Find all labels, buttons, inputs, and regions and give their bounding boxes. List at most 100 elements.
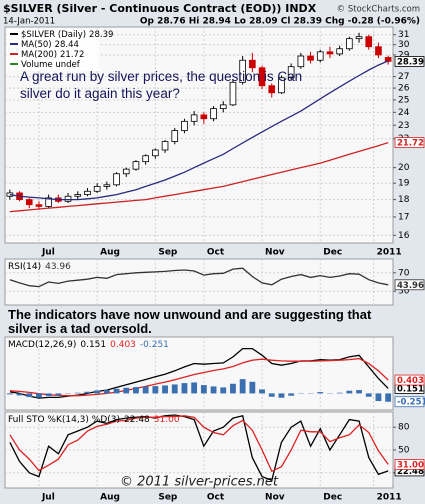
histogram-bar: [385, 393, 392, 402]
histogram-bar: [36, 393, 42, 398]
plot-area: [4, 258, 394, 306]
candle-body: [132, 161, 140, 170]
legend-entry: Volume undef: [21, 60, 81, 70]
candle-body: [161, 141, 169, 151]
panel-legend: RSI(14) 43.96: [8, 262, 71, 272]
candle-body: [249, 59, 256, 69]
histogram-bar: [84, 391, 91, 394]
last-value-label: 0.151: [397, 384, 424, 394]
legend-value: 22.48: [124, 415, 150, 425]
candle-body: [375, 46, 382, 56]
y-tick-label: 70: [398, 268, 410, 278]
y-tick-label: 23: [398, 121, 409, 131]
candle-body: [307, 55, 314, 61]
legend-value: 43.96: [45, 262, 71, 272]
series-line: [9, 60, 389, 201]
x-tick-label: Dec: [323, 248, 342, 258]
legend-value: 28.44: [55, 40, 79, 50]
histogram-bar: [74, 392, 81, 394]
x-tick-label: Dec: [323, 493, 342, 503]
histogram-bar: [336, 392, 343, 394]
candle-body: [74, 194, 82, 197]
histogram-bar: [278, 393, 285, 398]
candle-body: [355, 36, 363, 40]
y-tick-label: 19: [398, 179, 410, 189]
last-value-label: 28.39: [397, 57, 424, 67]
x-tick-label: Oct: [207, 493, 225, 503]
histogram-bar: [259, 389, 265, 394]
y-tick-label: 26: [398, 84, 410, 94]
last-value-label: -0.251: [397, 398, 425, 408]
histogram-bar: [317, 392, 324, 394]
histogram-bar: [230, 383, 236, 394]
legend-value: 31.00: [154, 415, 180, 425]
histogram-bar: [26, 393, 33, 398]
y-tick-label: 25: [398, 95, 409, 105]
histogram-bar: [200, 385, 207, 394]
legend-name: MACD(12,26,9): [8, 340, 76, 350]
histogram-bar: [152, 386, 159, 394]
histogram-bar: [249, 381, 256, 394]
y-tick-label: 30: [398, 40, 410, 50]
candle-body: [171, 130, 179, 142]
histogram-bar: [55, 393, 62, 396]
header-quote: Op 28.76 Hi 28.94 Lo 28.09 Cl 28.39 Chg …: [140, 17, 420, 27]
candle-body: [268, 85, 276, 94]
candle-body: [287, 66, 295, 79]
candle-body: [210, 108, 217, 120]
last-value-box: [394, 374, 425, 386]
x-tick-label: Oct: [207, 248, 225, 258]
last-value-label: 0.403: [397, 376, 424, 386]
candle-body: [316, 51, 324, 61]
candle-body: [25, 199, 33, 206]
series-line: [9, 357, 389, 397]
candle-body: [122, 168, 130, 175]
y-tick-label: 50: [398, 446, 410, 456]
histogram-bar: [123, 387, 130, 394]
histogram-bar: [268, 393, 275, 397]
histogram-bar: [191, 382, 198, 394]
y-tick-label: 24: [398, 108, 410, 118]
comment: The indicators have now unwound and are …: [8, 307, 372, 336]
candle-body: [326, 51, 334, 55]
histogram-bar: [239, 379, 246, 394]
header-title: $SILVER (Silver - Continuous Contract (E…: [3, 2, 317, 15]
candle-body: [45, 197, 52, 207]
y-tick-label: 80: [398, 423, 410, 433]
legend-name: MA(200): [21, 50, 57, 60]
candle-body: [93, 186, 101, 192]
x-tick-label: Jul: [41, 493, 55, 503]
last-value-box: [394, 396, 425, 408]
legend-value: 28.39: [89, 30, 113, 40]
histogram-bar: [16, 393, 23, 396]
x-tick-label: 2011: [377, 248, 402, 258]
candle-body: [200, 114, 208, 120]
histogram-bar: [94, 390, 101, 394]
legend-name: Full STO %K(14,3) %D(3): [8, 415, 120, 425]
last-value-box: [394, 459, 425, 470]
header-source: © StockCharts.com: [337, 5, 420, 15]
legend-value: 0.403: [110, 340, 136, 350]
last-value-label: 43.96: [397, 281, 424, 291]
legend-entry: $SILVER (Daily) 28.39: [21, 30, 113, 40]
histogram-bar: [103, 390, 110, 394]
legend-box: [7, 29, 99, 71]
candle-body: [258, 67, 266, 87]
histogram-bar: [133, 387, 139, 394]
last-value-label: 21.72: [397, 139, 424, 149]
panel-legend: MACD(12,26,9) 0.151 0.403 -0.251: [8, 340, 169, 350]
x-tick-label: 2011: [377, 493, 402, 503]
histogram-bar: [142, 386, 149, 394]
candle-body: [84, 190, 91, 195]
x-tick-label: Aug: [100, 493, 120, 503]
candle-body: [152, 149, 159, 157]
series-line: [9, 414, 389, 482]
candle-body: [365, 36, 373, 48]
legend-value: 21.72: [60, 50, 84, 60]
histogram-bar: [356, 390, 362, 394]
legend-value: 0.151: [80, 340, 106, 350]
last-value-label: 31.00: [397, 460, 424, 470]
candle-body: [278, 77, 285, 94]
y-tick-label: 20: [398, 163, 410, 173]
